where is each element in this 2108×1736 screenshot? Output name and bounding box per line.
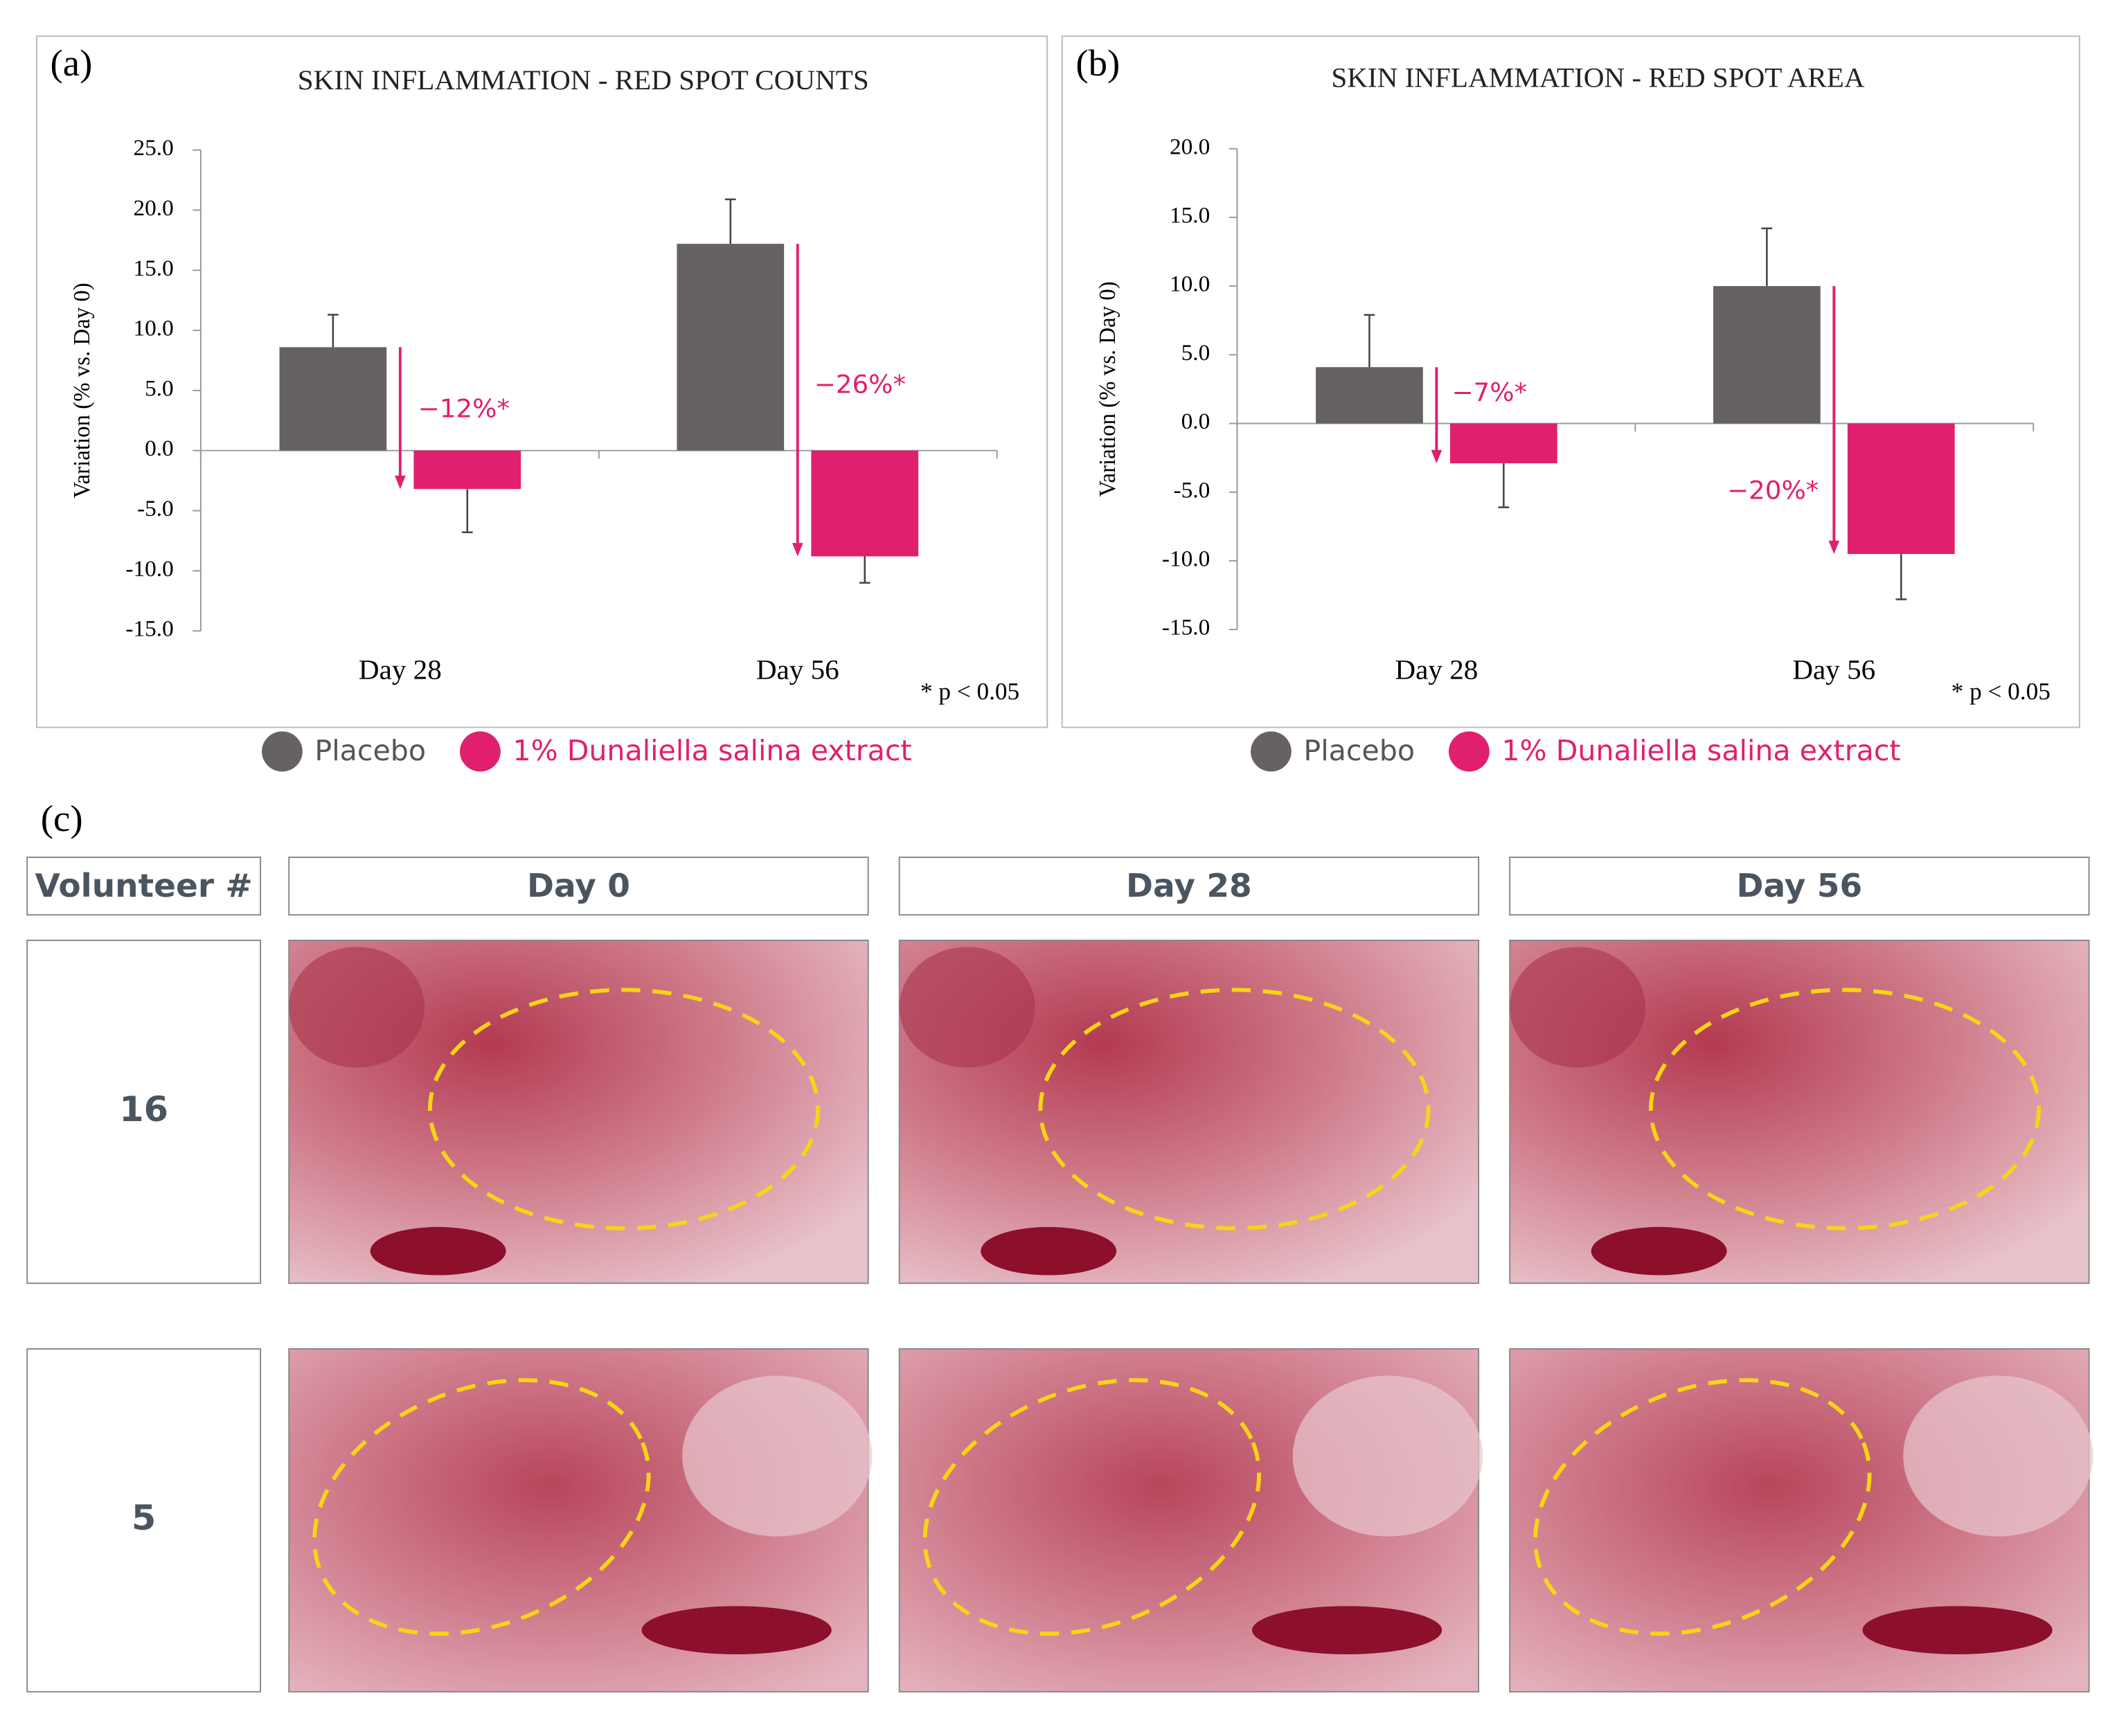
bar [1449, 423, 1557, 464]
volunteer-box [26, 939, 262, 1285]
photo-feature [682, 1375, 873, 1537]
photo-feature [1292, 1375, 1483, 1537]
legend-label: 1% Dunaliella salina extract [512, 734, 911, 767]
volunteer-box [26, 1348, 262, 1693]
photo-feature [899, 947, 1035, 1068]
x-tick-label: Day 56 [1792, 654, 1875, 686]
photo-feature [1903, 1375, 2093, 1537]
header-box [26, 857, 262, 916]
panel-label: (b) [1075, 42, 1120, 84]
bar [811, 450, 919, 557]
y-tick-label: 20.0 [133, 196, 173, 221]
panel-label: (a) [50, 42, 92, 84]
chart-title: SKIN INFLAMMATION - RED SPOT COUNTS [298, 64, 869, 96]
legend-label: Placebo [1303, 734, 1415, 767]
roi-ellipse [1648, 987, 2042, 1231]
photo-feature [1510, 947, 1646, 1068]
roi-ellipse [1533, 1378, 1872, 1636]
header-label: Day 0 [527, 868, 630, 905]
annotation: −20%* [1727, 476, 1819, 505]
roi-ellipse [922, 1378, 1262, 1636]
photo-feature [1862, 1606, 2053, 1655]
photo-feature [641, 1606, 832, 1655]
y-tick-label: -10.0 [125, 557, 173, 582]
y-tick-label: -15.0 [1162, 616, 1210, 641]
y-tick-label: 25.0 [133, 136, 173, 161]
y-tick-label: 0.0 [1181, 409, 1211, 434]
arrow-head [1828, 540, 1840, 555]
y-tick-label: -5.0 [1174, 478, 1211, 503]
x-tick-label: Day 56 [756, 654, 839, 686]
bar [1847, 423, 1955, 555]
annotation: −26%* [814, 370, 906, 400]
y-tick-label: 0.0 [145, 436, 174, 461]
y-tick-label: 5.0 [1181, 341, 1211, 366]
arrow-head [395, 475, 406, 490]
y-tick-label: 10.0 [1170, 272, 1210, 297]
legend-marker [1449, 731, 1490, 772]
roi-ellipse [312, 1378, 651, 1636]
x-tick-label: Day 28 [359, 654, 442, 686]
legend-marker [460, 731, 501, 772]
header-box [288, 857, 869, 916]
bar [279, 347, 387, 451]
footnote: * p < 0.05 [920, 678, 1019, 705]
y-tick-label: 10.0 [133, 316, 173, 341]
y-tick-label: -10.0 [1162, 547, 1210, 572]
y-tick-label: -5.0 [137, 496, 174, 521]
chart-frame [1061, 35, 2080, 728]
annotation: −12%* [418, 394, 510, 424]
chart-title: SKIN INFLAMMATION - RED SPOT AREA [1331, 62, 1865, 93]
photo-feature [1591, 1226, 1727, 1276]
panel-label: (c) [41, 797, 83, 839]
y-tick-label: 5.0 [145, 377, 174, 402]
annotation: −7%* [1452, 377, 1527, 407]
photo-feature [289, 947, 425, 1068]
bar [1713, 286, 1821, 424]
header-label: Day 28 [1126, 868, 1252, 905]
header-box [1509, 857, 2090, 916]
bar [413, 450, 521, 490]
footnote: * p < 0.05 [1951, 678, 2051, 705]
roi-ellipse [428, 987, 821, 1231]
y-tick-label: 15.0 [1170, 204, 1210, 229]
photo-feature [981, 1226, 1117, 1276]
bar [1316, 367, 1423, 424]
legend-marker [262, 731, 303, 772]
legend-marker [1251, 731, 1292, 772]
bar [677, 244, 785, 451]
header-box [898, 857, 1480, 916]
legend-label: 1% Dunaliella salina extract [1501, 734, 1900, 767]
legend-label: Placebo [314, 734, 426, 767]
photo-feature [370, 1226, 506, 1276]
roi-ellipse [1038, 987, 1431, 1231]
y-axis-label: Variation (% vs. Day 0) [70, 283, 95, 498]
header-label: Day 56 [1737, 868, 1863, 905]
arrow-head [1431, 449, 1442, 464]
arrow-head [792, 543, 803, 557]
header-label: Volunteer # [35, 868, 253, 905]
y-tick-label: -15.0 [125, 617, 173, 642]
y-tick-label: 15.0 [133, 256, 173, 281]
y-axis-label: Variation (% vs. Day 0) [1096, 281, 1120, 496]
x-tick-label: Day 28 [1395, 654, 1478, 686]
photo-feature [1251, 1606, 1442, 1655]
volunteer-id: 5 [132, 1497, 156, 1538]
volunteer-id: 16 [119, 1089, 168, 1129]
y-tick-label: 20.0 [1170, 134, 1210, 159]
chart-frame [35, 35, 1048, 728]
